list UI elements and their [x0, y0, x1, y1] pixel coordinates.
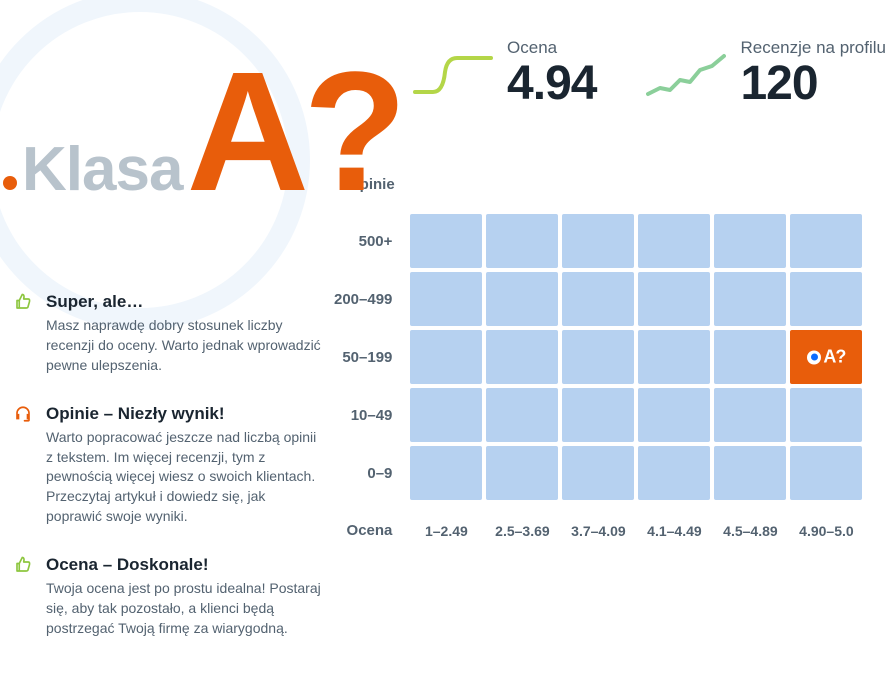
stat-reviews: Recenzje na profilu 120 [646, 38, 886, 111]
heatmap-col-label: 1–2.49 [410, 504, 482, 539]
heatmap-cell [638, 388, 710, 442]
accent-dot [3, 176, 17, 190]
feedback-item: Super, ale… Masz naprawdę dobry stosunek… [14, 292, 324, 376]
heatmap-cell [562, 446, 634, 500]
heatmap-x-axis-title: Ocena [334, 504, 406, 539]
heatmap-cell [486, 388, 558, 442]
heatmap-cell [486, 272, 558, 326]
stat-rating: Ocena 4.94 [413, 38, 596, 111]
heatmap-cell [714, 330, 786, 384]
heatmap-cell [410, 330, 482, 384]
heatmap-row-label: 10–49 [334, 388, 406, 442]
feedback-desc: Warto popracować jeszcze nad liczbą opin… [46, 428, 324, 527]
heatmap-row-label: 50–199 [334, 330, 406, 384]
heatmap-cell [714, 446, 786, 500]
heatmap-col-label: 4.5–4.89 [714, 504, 786, 539]
thumb-up-icon [14, 556, 32, 639]
heatmap-cell [638, 330, 710, 384]
heatmap-col-label: 4.90–5.0 [790, 504, 862, 539]
heatmap-cell [562, 330, 634, 384]
stat-reviews-label: Recenzje na profilu [740, 38, 886, 58]
heatmap-col-label: 4.1–4.49 [638, 504, 710, 539]
heatmap-cell [714, 214, 786, 268]
feedback-title: Ocena – Doskonale! [46, 555, 324, 575]
heatmap-cell [638, 446, 710, 500]
feedback-title: Super, ale… [46, 292, 324, 312]
heatmap-table: 500+200–49950–199 A? 10–490–9 Ocena1–2.492.… [330, 210, 866, 543]
heatmap-cell [486, 330, 558, 384]
heatmap-col-label: 2.5–3.69 [486, 504, 558, 539]
stat-rating-label: Ocena [507, 38, 596, 58]
grade-heading: Klasa A? [22, 60, 401, 205]
feedback-item: Opinie – Niezły wynik! Warto popracować … [14, 404, 324, 527]
heatmap-cell [486, 446, 558, 500]
stat-rating-value: 4.94 [507, 56, 596, 111]
heatmap-cell [638, 214, 710, 268]
heatmap-cell [486, 214, 558, 268]
sparkline-rating-icon [413, 52, 493, 98]
heatmap-cell [410, 446, 482, 500]
heatmap-cell [410, 214, 482, 268]
stat-reviews-value: 120 [740, 56, 886, 111]
heatmap-cell [790, 388, 862, 442]
feedback-item: Ocena – Doskonale! Twoja ocena jest po p… [14, 555, 324, 639]
grade-prefix: Klasa [22, 134, 182, 205]
heatmap-col-label: 3.7–4.09 [562, 504, 634, 539]
heatmap-cell [714, 272, 786, 326]
heatmap-row-label: 500+ [334, 214, 406, 268]
thumb-up-icon [14, 293, 32, 376]
feedback-list: Super, ale… Masz naprawdę dobry stosunek… [14, 292, 324, 667]
heatmap-cell [410, 388, 482, 442]
heatmap-cell [562, 214, 634, 268]
heatmap-cell: A? [790, 330, 862, 384]
heatmap-cell [410, 272, 482, 326]
stats-row: Ocena 4.94 Recenzje na profilu 120 [413, 38, 886, 111]
feedback-title: Opinie – Niezły wynik! [46, 404, 324, 424]
heatmap-cell [562, 272, 634, 326]
heatmap-row-label: 200–499 [334, 272, 406, 326]
feedback-desc: Masz naprawdę dobry stosunek liczby rece… [46, 316, 324, 376]
heatmap-cell [790, 214, 862, 268]
heatmap-cell [562, 388, 634, 442]
sparkline-reviews-icon [646, 52, 726, 98]
headset-icon [14, 405, 32, 527]
grade-value: A? [186, 60, 401, 205]
heatmap-cell [638, 272, 710, 326]
heatmap-row-label: 0–9 [334, 446, 406, 500]
heatmap-cell [790, 446, 862, 500]
heatmap-chart: 500+200–49950–199 A? 10–490–9 Ocena1–2.492.… [330, 210, 866, 543]
heatmap-active-marker: A? [807, 347, 845, 368]
feedback-desc: Twoja ocena jest po prostu idealna! Post… [46, 579, 324, 639]
marker-label: A? [823, 347, 845, 368]
heatmap-cell [790, 272, 862, 326]
heatmap-cell [714, 388, 786, 442]
marker-ring-icon [807, 350, 821, 364]
